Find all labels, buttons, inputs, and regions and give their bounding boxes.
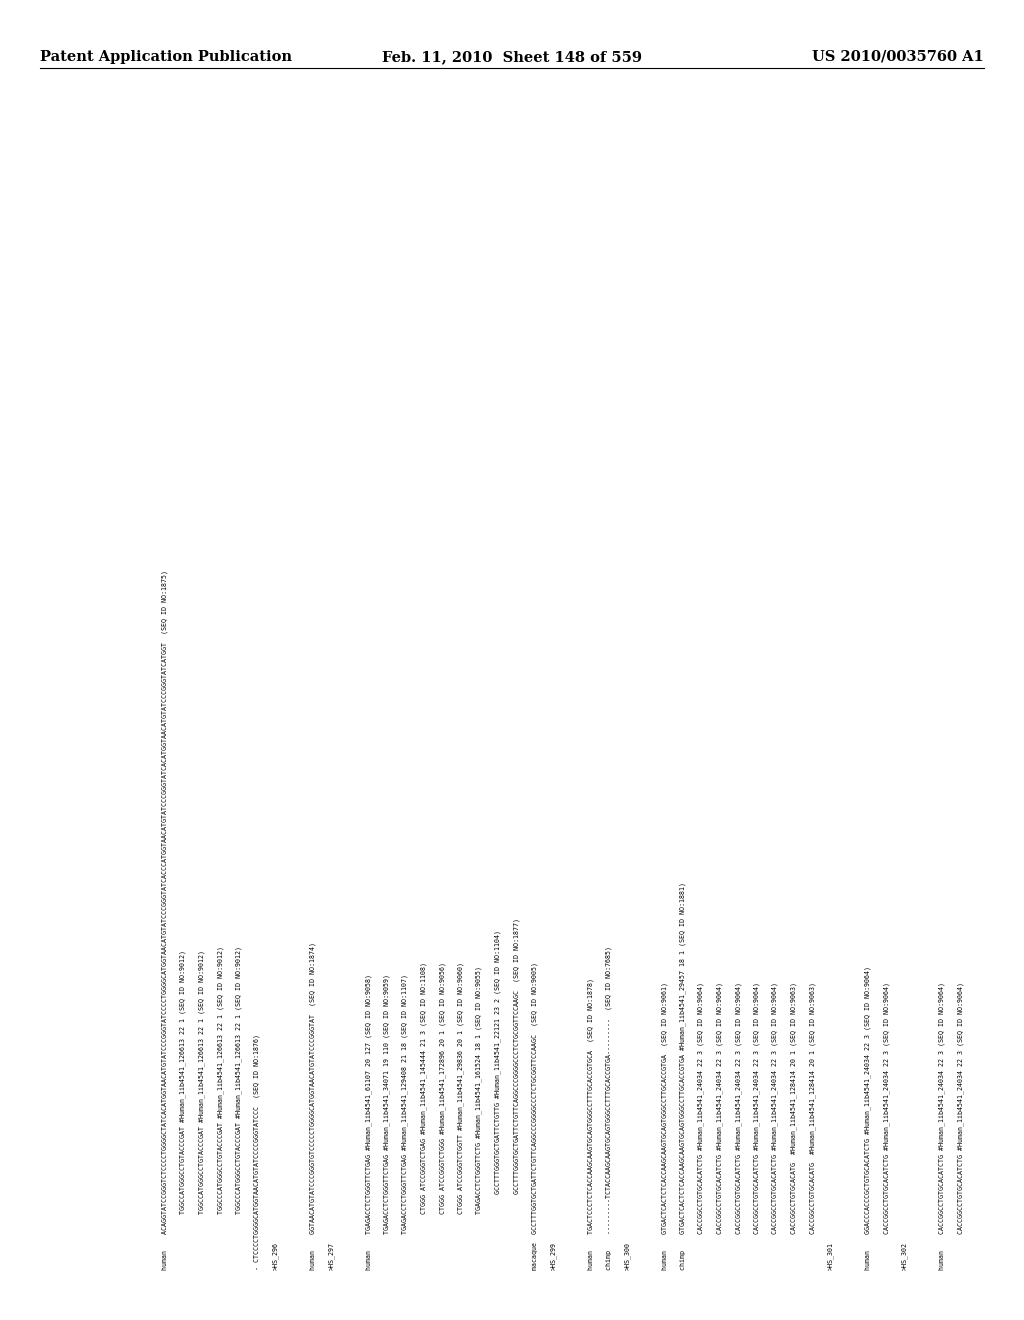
Text: human    TGACTCCCTCTCACCAAGCAAGTGCAGTGGGCCTTTGCACCGTGCA  (SEQ ID NO:1878): human TGACTCCCTCTCACCAAGCAAGTGCAGTGGGCCT… xyxy=(587,978,594,1270)
Text: CACCGGCCTGTGCACATG  #Human_1ib4541_128414 20 1 (SEQ ID NO:9063): CACCGGCCTGTGCACATG #Human_1ib4541_128414… xyxy=(809,982,815,1270)
Text: >HS_297: >HS_297 xyxy=(328,1242,335,1270)
Text: - CTCCCCTGGGGCATGGTAACATGTATCCCCGGGTATCCC  (SEQ ID NO:1876): - CTCCCCTGGGGCATGGTAACATGTATCCCCGGGTATCC… xyxy=(254,1034,260,1270)
Text: chimp    GTGACTCACTCTCACCAAGCAAGTGCAGTGGGCCTTGCACCGTGA #Human_1ib4541_29457 18 1: chimp GTGACTCACTCTCACCAAGCAAGTGCAGTGGGCC… xyxy=(679,882,686,1270)
Text: CTGGG ATCCGGGTCTGAG #Human_1ib4541_145444 21 3 (SEQ ID NO:1108): CTGGG ATCCGGGTCTGAG #Human_1ib4541_14544… xyxy=(421,962,427,1270)
Text: GCCTTTGGGTGCTGATTCTGTTG #Human_1ib4541_22121 23 2 (SEQ ID NO:1104): GCCTTTGGGTGCTGATTCTGTTG #Human_1ib4541_2… xyxy=(495,931,501,1270)
Text: GCCTTTGGGTGCTGATTCTGTTCAGGCCCGGGGCCCTCTGCGGTTCCAAGC  (SEQ ID NO:1877): GCCTTTGGGTGCTGATTCTGTTCAGGCCCGGGGCCCTCTG… xyxy=(513,917,519,1270)
Text: CACCGGCCTGTGCACATCTG #Human_1ib4541_24034 22 3 (SEQ ID NO:9064): CACCGGCCTGTGCACATCTG #Human_1ib4541_2403… xyxy=(717,982,723,1270)
Text: human    GGTAACATGTATCCCGGGTGTCCCCCTGGGGCATGGTAACATGTATCCCGGGTAT  (SEQ ID NO:187: human GGTAACATGTATCCCGGGTGTCCCCCTGGGGCAT… xyxy=(309,942,316,1270)
Text: US 2010/0035760 A1: US 2010/0035760 A1 xyxy=(812,50,984,63)
Text: TGAGACCTCTGGGTTCTGAG #Human_1ib4541_129408 21 18 (SEQ ID NO:1107): TGAGACCTCTGGGTTCTGAG #Human_1ib4541_1294… xyxy=(401,974,409,1270)
Text: CACCGGCCTGTGCACATCTG #Human_1ib4541_24034 22 3 (SEQ ID NO:9064): CACCGGCCTGTGCACATCTG #Human_1ib4541_2403… xyxy=(698,982,705,1270)
Text: CACCGGCCTGTGCACATG  #Human_1ib4541_128414 20 1 (SEQ ID NO:9063): CACCGGCCTGTGCACATG #Human_1ib4541_128414… xyxy=(791,982,797,1270)
Text: TGGCCATGGGCCTGTACCCGAT #Human_1ib4541_126613 22 1 (SEQ ID NO:9012): TGGCCATGGGCCTGTACCCGAT #Human_1ib4541_12… xyxy=(180,950,186,1270)
Text: macaque  GCCTTTGGTGCTGATTCTGTTCAGGCCCGGGGCCCTCTGCGGTTCCAAGC  (SEQ ID NO:9005): macaque GCCTTTGGTGCTGATTCTGTTCAGGCCCGGGG… xyxy=(531,962,538,1270)
Text: CACCGGCCTGTGCACATCTG #Human_1ib4541_24034 22 3 (SEQ ID NO:9064): CACCGGCCTGTGCACATCTG #Human_1ib4541_2403… xyxy=(772,982,778,1270)
Text: human    GTGACTCACTCTCACCAAGCAAGTGCAGTGGGCCTTGCACCGTGA  (SEQ ID NO:9061): human GTGACTCACTCTCACCAAGCAAGTGCAGTGGGCC… xyxy=(662,982,668,1270)
Text: chimp    ---------TCTACCAAGCAAGTGCAGTGGGCCTTTGCACCGTGA---------  (SEQ ID NO:7685: chimp ---------TCTACCAAGCAAGTGCAGTGGGCCT… xyxy=(605,946,612,1270)
Text: CTGGG ATCCGGGTCTGGTT #Human_1ib4541_29836 20 1 (SEQ ID NO:9060): CTGGG ATCCGGGTCTGGTT #Human_1ib4541_2983… xyxy=(458,962,464,1270)
Text: >HS_301: >HS_301 xyxy=(827,1242,834,1270)
Text: >HS_296: >HS_296 xyxy=(272,1242,279,1270)
Text: >HS_299: >HS_299 xyxy=(550,1242,556,1270)
Text: TGGCCATGGGCCTGTACCCGAT #Human_1ib4541_126613 22 1 (SEQ ID NO:9012): TGGCCATGGGCCTGTACCCGAT #Human_1ib4541_12… xyxy=(199,950,205,1270)
Text: CACCGGCCTGTGCACATCTG #Human_1ib4541_24034 22 3 (SEQ ID NO:9064): CACCGGCCTGTGCACATCTG #Human_1ib4541_2403… xyxy=(735,982,741,1270)
Text: Patent Application Publication: Patent Application Publication xyxy=(40,50,292,63)
Text: CACCGGCCTGTGCACATCTG #Human_1ib4541_24034 22 3 (SEQ ID NO:9064): CACCGGCCTGTGCACATCTG #Human_1ib4541_2403… xyxy=(754,982,760,1270)
Text: TGAGACCTCTGGGTTCTGAG #Human_1ib4541_34071 19 110 (SEQ ID NO:9059): TGAGACCTCTGGGTTCTGAG #Human_1ib4541_3407… xyxy=(383,974,390,1270)
Text: >HS_302: >HS_302 xyxy=(901,1242,908,1270)
Text: CTGGG ATCCGGGTCTGGG #Human_1ib4541_172896 20 1 (SEQ ID NO:9056): CTGGG ATCCGGGTCTGGG #Human_1ib4541_17289… xyxy=(439,962,445,1270)
Text: CACCGGCCTGTGCACATCTG #Human_1ib4541_24034 22 3 (SEQ ID NO:9064): CACCGGCCTGTGCACATCTG #Human_1ib4541_2403… xyxy=(883,982,890,1270)
Text: Feb. 11, 2010  Sheet 148 of 559: Feb. 11, 2010 Sheet 148 of 559 xyxy=(382,50,642,63)
Text: >HS_300: >HS_300 xyxy=(624,1242,631,1270)
Text: TGGCCCATGGGCCTGTACCCGAT #Human_1ib4541_126613 22 1 (SEQ ID NO:9012): TGGCCCATGGGCCTGTACCCGAT #Human_1ib4541_1… xyxy=(236,946,242,1270)
Text: human    GGACCCACCCGCTGTGCACATCTG #Human_1ib4541_24034 22 3 (SEQ ID NO:9064): human GGACCCACCCGCTGTGCACATCTG #Human_1i… xyxy=(864,966,871,1270)
Text: human    ACAGGTATCCGGGTCTCCCCTGGGGCTATCACATGGTAACATGTATCCCGGGTATCCCCTGGGGCATGGTA: human ACAGGTATCCGGGTCTCCCCTGGGGCTATCACAT… xyxy=(162,570,168,1270)
Text: human    TGAGACCTCTGGGTTCTGAG #Human_1ib4541_61107 20 127 (SEQ ID NO:9058): human TGAGACCTCTGGGTTCTGAG #Human_1ib454… xyxy=(365,974,372,1270)
Text: CACCGGCCTGTGCACATCTG #Human_1ib4541_24034 22 3 (SEQ ID NO:9064): CACCGGCCTGTGCACATCTG #Human_1ib4541_2403… xyxy=(956,982,964,1270)
Text: TGAGACCTCTGGGTTCTG #Human_1ib4541_161524 18 1 (SEQ ID NO:9055): TGAGACCTCTGGGTTCTG #Human_1ib4541_161524… xyxy=(476,966,482,1270)
Text: TGGCCCATGGGCCTGTACCCGAT #Human_1ib4541_126613 22 1 (SEQ ID NO:9012): TGGCCCATGGGCCTGTACCCGAT #Human_1ib4541_1… xyxy=(217,946,223,1270)
Text: human    CACCGGCCTGTGCACATCTG #Human_1ib4541_24034 22 3 (SEQ ID NO:9064): human CACCGGCCTGTGCACATCTG #Human_1ib454… xyxy=(938,982,945,1270)
